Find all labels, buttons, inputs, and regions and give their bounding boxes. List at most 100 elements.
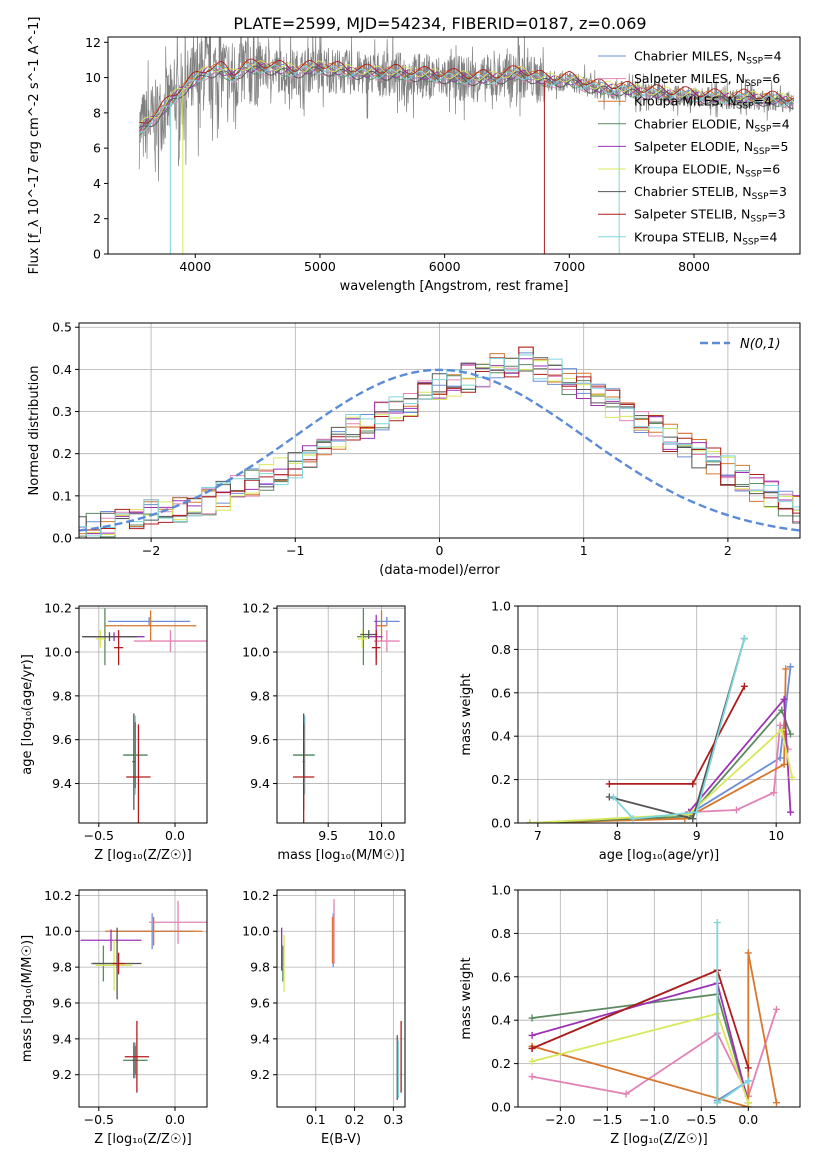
y-tick-label: 0.8 xyxy=(491,926,511,941)
residual-histogram xyxy=(79,346,800,538)
weight-point-marker xyxy=(780,760,788,768)
x-axis-label: Z [log₁₀(Z/Z☉)] xyxy=(94,848,191,863)
plot-area xyxy=(528,919,780,1107)
plot-area xyxy=(138,37,795,254)
weight-point-marker xyxy=(605,780,613,788)
weight-point-marker xyxy=(622,1090,630,1098)
model-spectrum-line xyxy=(138,64,794,137)
y-tick-label: 0.0 xyxy=(491,1100,511,1115)
x-tick-label: −2 xyxy=(142,543,160,558)
y-axis-label: mass weight xyxy=(459,673,474,755)
weight-point-marker xyxy=(782,665,790,673)
y-tick-label: 9.4 xyxy=(250,776,270,791)
y-tick-label: 8 xyxy=(93,105,101,120)
residual-histogram xyxy=(79,358,800,538)
y-tick-label: 10.2 xyxy=(44,888,72,903)
y-tick-label: 0.2 xyxy=(52,446,72,461)
y-axis-label: mass weight xyxy=(459,957,474,1039)
y-axis-label: mass [log₁₀(M/M☉)] xyxy=(20,935,35,1062)
plot-area xyxy=(526,635,796,823)
y-tick-label: 9.8 xyxy=(52,960,72,975)
y-tick-label: 4 xyxy=(93,176,101,191)
x-tick-label: 6000 xyxy=(429,259,461,274)
x-tick-label: 0.0 xyxy=(165,828,185,843)
weight-point-marker xyxy=(713,919,721,927)
chart-weight_vs_Z: −2.0 −1.5 −1.0 −0.5 0.0 0.0 0.2 0.4 0.6 0.8 1.0 Z [… xyxy=(459,883,801,1147)
y-tick-label: 9.6 xyxy=(250,995,270,1010)
model-spectrum-line xyxy=(139,58,795,124)
y-tick-label: 10.2 xyxy=(242,601,270,616)
weight-point-marker xyxy=(528,1014,536,1022)
weight-series-line xyxy=(531,952,778,1107)
x-tick-label: 2 xyxy=(724,543,732,558)
residual-histogram xyxy=(79,352,800,538)
x-axis-label: mass [log₁₀(M/M☉)] xyxy=(277,848,404,863)
y-tick-label: 9.6 xyxy=(250,732,270,747)
weight-series-line xyxy=(612,638,746,820)
x-tick-label: −1 xyxy=(286,543,304,558)
legend-label: Salpeter ELODIE, NSSP=5 xyxy=(634,139,788,157)
plot-area xyxy=(80,900,207,1093)
y-tick-label: 9.4 xyxy=(52,776,72,791)
weight-point-marker xyxy=(780,695,788,703)
x-axis-label: E(B-V) xyxy=(321,1132,361,1147)
x-tick-label: 0.0 xyxy=(738,1112,758,1127)
x-tick-label: 10.0 xyxy=(368,828,396,843)
weight-point-marker xyxy=(788,773,796,781)
model-spectrum-line xyxy=(139,65,795,132)
y-tick-label: 0.6 xyxy=(491,685,511,700)
y-tick-label: 0.3 xyxy=(52,404,72,419)
y-tick-label: 0.0 xyxy=(491,816,511,831)
axes-frame xyxy=(517,605,801,824)
y-tick-label: 0.2 xyxy=(491,1056,511,1071)
y-axis-label: Normed distribution xyxy=(27,366,42,496)
x-tick-label: 7000 xyxy=(553,259,585,274)
weight-point-marker xyxy=(528,1073,536,1081)
y-tick-label: 0.8 xyxy=(491,642,511,657)
figure-title: PLATE=2599, MJD=54234, FIBERID=0187, z=0… xyxy=(233,14,646,33)
legend-label: Kroupa STELIB, NSSP=4 xyxy=(634,229,778,247)
y-tick-label: 10.2 xyxy=(242,888,270,903)
y-tick-label: 0.1 xyxy=(52,488,72,503)
weight-point-marker xyxy=(629,815,637,823)
weight-series-line xyxy=(531,993,750,1103)
weight-point-marker xyxy=(713,1099,721,1107)
model-spectrum-line xyxy=(138,60,795,126)
residual-histogram xyxy=(79,357,800,538)
x-tick-label: −2.0 xyxy=(545,1112,575,1127)
y-tick-label: 9.4 xyxy=(52,1031,72,1046)
axes-frame xyxy=(517,889,801,1108)
weight-point-marker xyxy=(528,1031,536,1039)
x-tick-label: 1 xyxy=(580,543,588,558)
weight-point-marker xyxy=(685,810,693,818)
axes-frame xyxy=(107,36,801,255)
weight-point-marker xyxy=(693,808,701,816)
legend-label: Chabrier MILES, NSSP=4 xyxy=(634,49,782,67)
y-tick-label: 10.2 xyxy=(44,601,72,616)
y-tick-label: 9.6 xyxy=(52,732,72,747)
weight-point-marker xyxy=(744,1064,752,1072)
y-tick-label: 0.4 xyxy=(52,362,72,377)
weight-point-marker xyxy=(786,663,794,671)
x-tick-label: 0.2 xyxy=(345,1112,365,1127)
weight-point-marker xyxy=(744,949,752,957)
legend-label: Chabrier ELODIE, NSSP=4 xyxy=(634,116,790,134)
gaussian-curve xyxy=(79,368,800,532)
weight-point-marker xyxy=(773,1099,780,1107)
weight-point-marker xyxy=(732,806,740,814)
y-tick-label: 9.8 xyxy=(250,688,270,703)
y-tick-label: 9.4 xyxy=(250,1031,270,1046)
weight-point-marker xyxy=(526,819,534,823)
y-tick-label: 9.8 xyxy=(52,688,72,703)
weight-point-marker xyxy=(528,1057,536,1065)
weight-point-marker xyxy=(744,1099,752,1107)
chart-age_vs_Z: −0.5 0.0 9.4 9.6 9.8 10.0 10.2 Z [log₁₀(Z/Z☉)] a… xyxy=(20,601,208,863)
chart-age_vs_mass: 9.5 10.0 9.4 9.6 9.8 10.0 10.2 mass [log₁₀(M/M☉… xyxy=(242,601,406,863)
axes-frame xyxy=(78,605,208,824)
x-tick-label: −1.5 xyxy=(592,1112,622,1127)
x-tick-label: −0.5 xyxy=(686,1112,716,1127)
x-tick-label: 8000 xyxy=(678,259,710,274)
y-tick-label: 9.2 xyxy=(52,1067,72,1082)
axes-frame xyxy=(276,605,406,824)
